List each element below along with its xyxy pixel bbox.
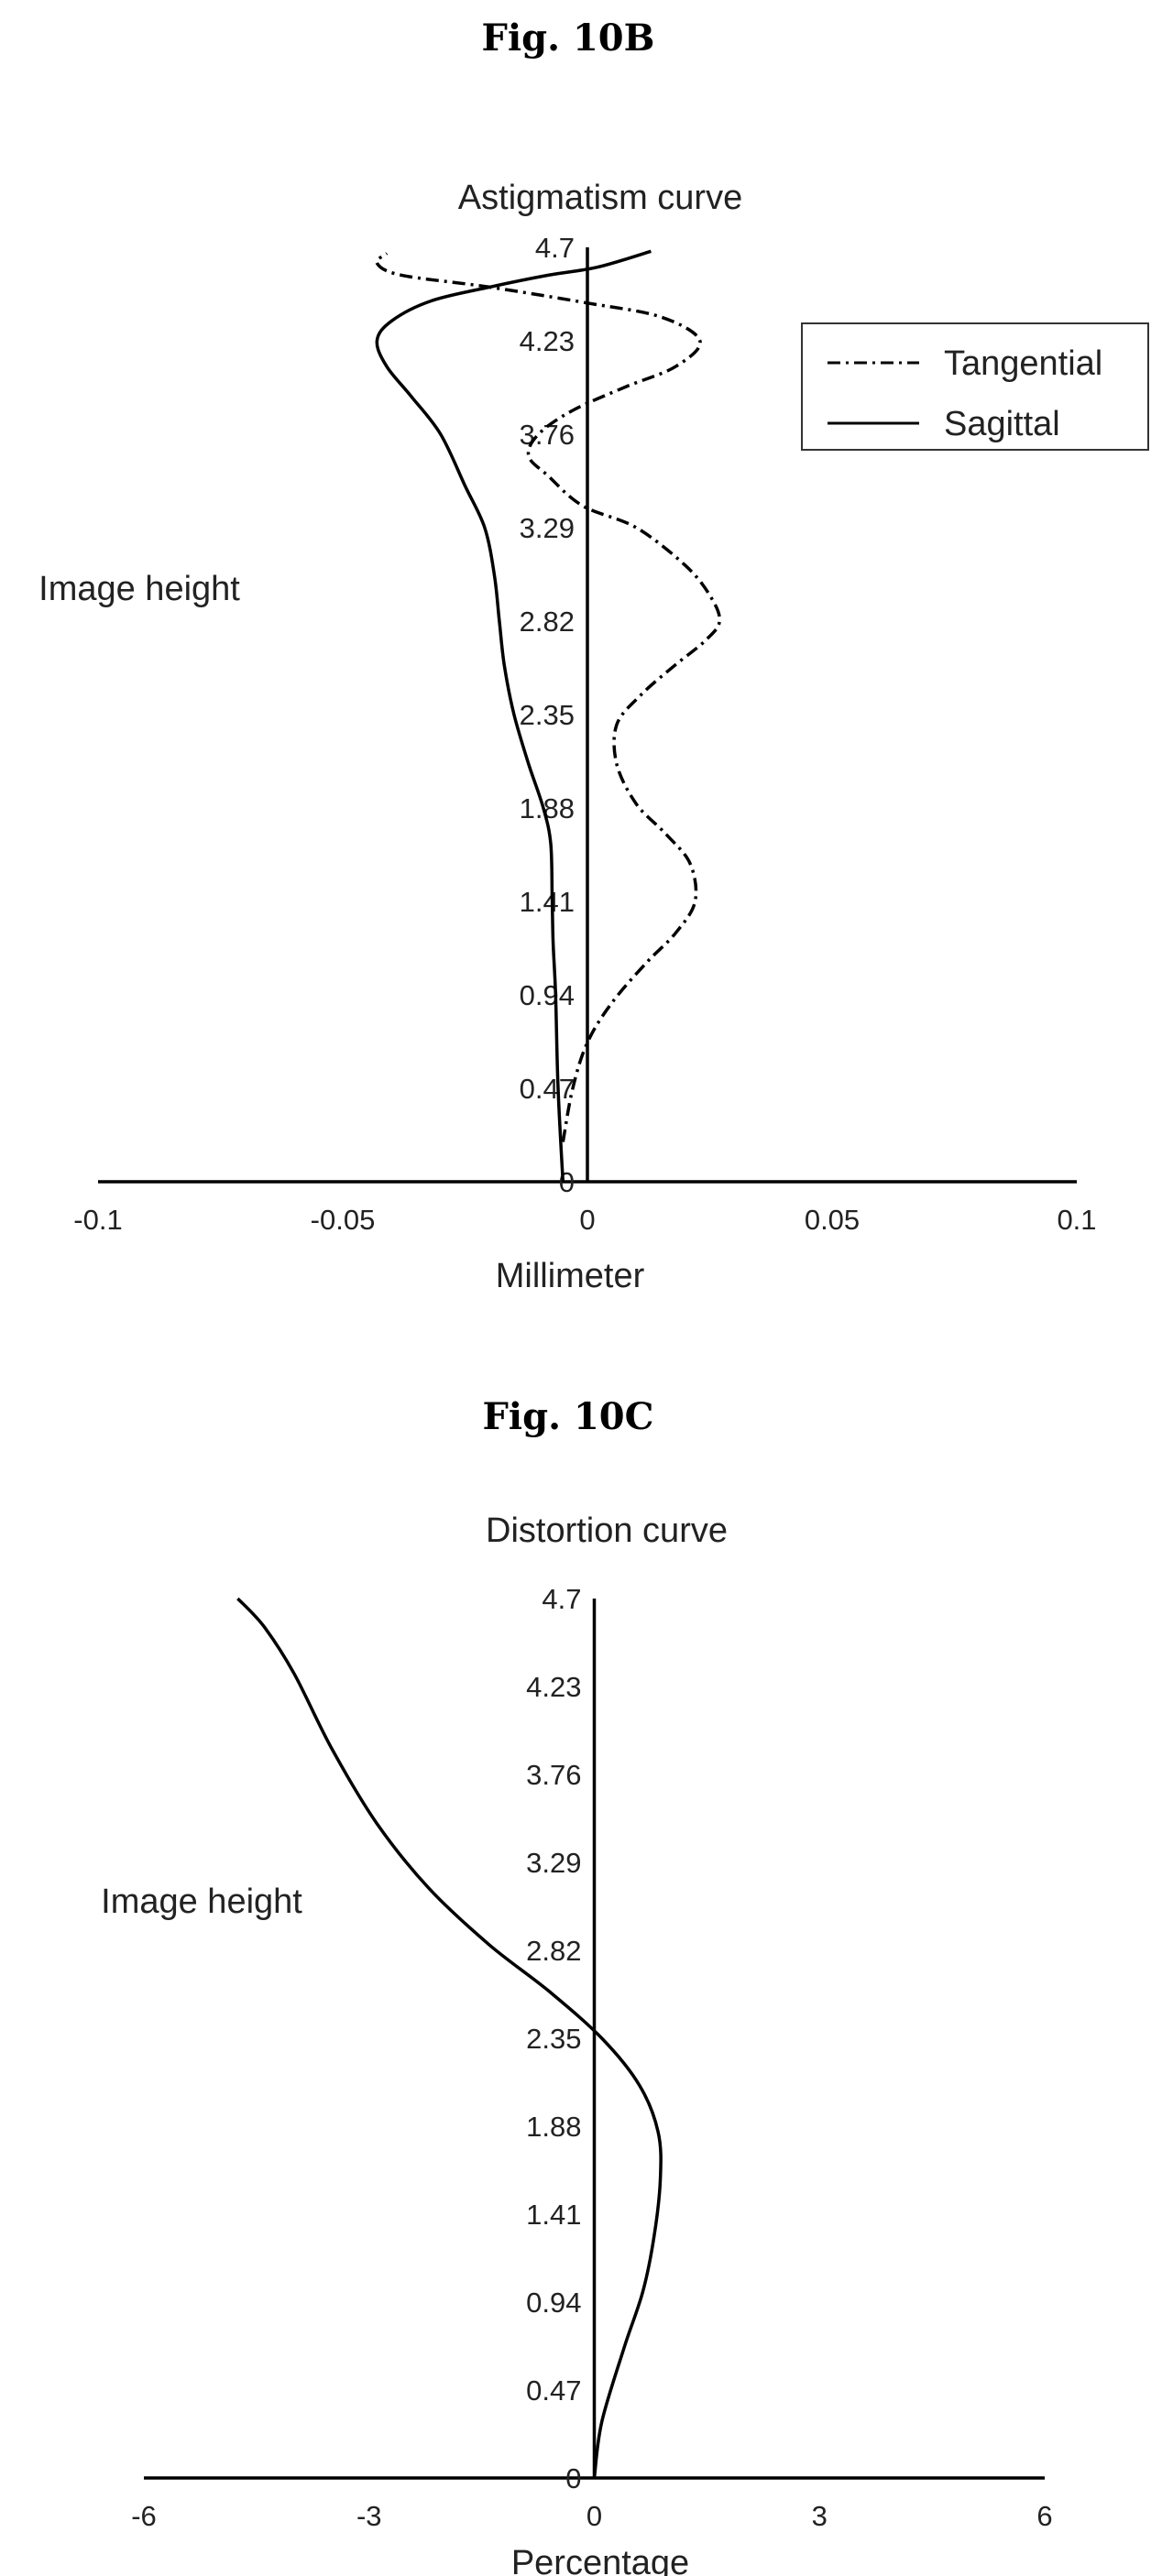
distortion-y-tick-label: 2.35 xyxy=(526,2023,581,2055)
distortion-chart: Distortion curve Image height Percentage… xyxy=(101,1512,1052,2576)
distortion-y-tick-label: 3.29 xyxy=(526,1847,581,1879)
distortion-title: Distortion curve xyxy=(486,1512,728,1550)
distortion-x-tick-label: -3 xyxy=(356,2500,382,2532)
distortion-distortion-series-line xyxy=(236,1597,663,2479)
distortion-x-tick-label: -6 xyxy=(131,2500,157,2532)
astigmatism-sagittal-series-line xyxy=(375,249,652,1183)
distortion-y-tick-label: 0 xyxy=(565,2462,581,2494)
astigmatism-y-tick-label: 3.29 xyxy=(520,512,575,544)
distortion-x-label: Percentage xyxy=(511,2544,689,2576)
astigmatism-y-tick-label: 2.35 xyxy=(520,699,575,731)
distortion-y-tick-label: 1.41 xyxy=(526,2199,581,2231)
astigmatism-x-tick-label: 0 xyxy=(579,1204,595,1236)
astigmatism-y-label: Image height xyxy=(38,570,240,608)
legend-sagittal-label: Sagittal xyxy=(944,405,1060,443)
astigmatism-legend xyxy=(801,322,1149,451)
distortion-x-tick-label: 6 xyxy=(1036,2500,1052,2532)
astigmatism-y-tick-label: 0.47 xyxy=(520,1073,575,1105)
astigmatism-x-tick-label: -0.1 xyxy=(73,1204,122,1236)
astigmatism-chart: Astigmatism curve Image height Millimete… xyxy=(38,179,1149,1295)
distortion-y-tick-label: 4.7 xyxy=(542,1583,581,1615)
astigmatism-y-tick-label: 0.94 xyxy=(520,979,575,1011)
distortion-y-label: Image height xyxy=(101,1883,302,1921)
astigmatism-y-tick-label: 1.41 xyxy=(520,886,575,918)
distortion-y-tick-label: 0.94 xyxy=(526,2287,581,2319)
astigmatism-title: Astigmatism curve xyxy=(458,179,742,217)
astigmatism-x-tick-label: 0.05 xyxy=(805,1204,860,1236)
astigmatism-y-tick-label: 3.76 xyxy=(520,419,575,451)
legend-tangential-label: Tangential xyxy=(944,344,1102,383)
astigmatism-y-tick-label: 4.23 xyxy=(520,325,575,357)
astigmatism-x-tick-label: -0.05 xyxy=(311,1204,376,1236)
distortion-y-tick-label: 1.88 xyxy=(526,2111,581,2143)
distortion-y-tick-label: 2.82 xyxy=(526,1935,581,1967)
distortion-y-tick-label: 0.47 xyxy=(526,2374,581,2407)
distortion-y-tick-label: 4.23 xyxy=(526,1671,581,1703)
astigmatism-tangential-series-line xyxy=(375,252,722,1142)
fig-10b-label: Fig. 10B xyxy=(482,16,655,60)
distortion-x-tick-label: 0 xyxy=(586,2500,602,2532)
astigmatism-y-tick-label: 2.82 xyxy=(520,606,575,638)
fig-10c-label: Fig. 10C xyxy=(483,1395,654,1438)
astigmatism-y-tick-label: 4.7 xyxy=(535,232,575,264)
distortion-y-tick-label: 3.76 xyxy=(526,1759,581,1791)
astigmatism-x-tick-label: 0.1 xyxy=(1057,1204,1096,1236)
astigmatism-x-label: Millimeter xyxy=(496,1257,645,1295)
distortion-x-tick-label: 3 xyxy=(812,2500,828,2532)
